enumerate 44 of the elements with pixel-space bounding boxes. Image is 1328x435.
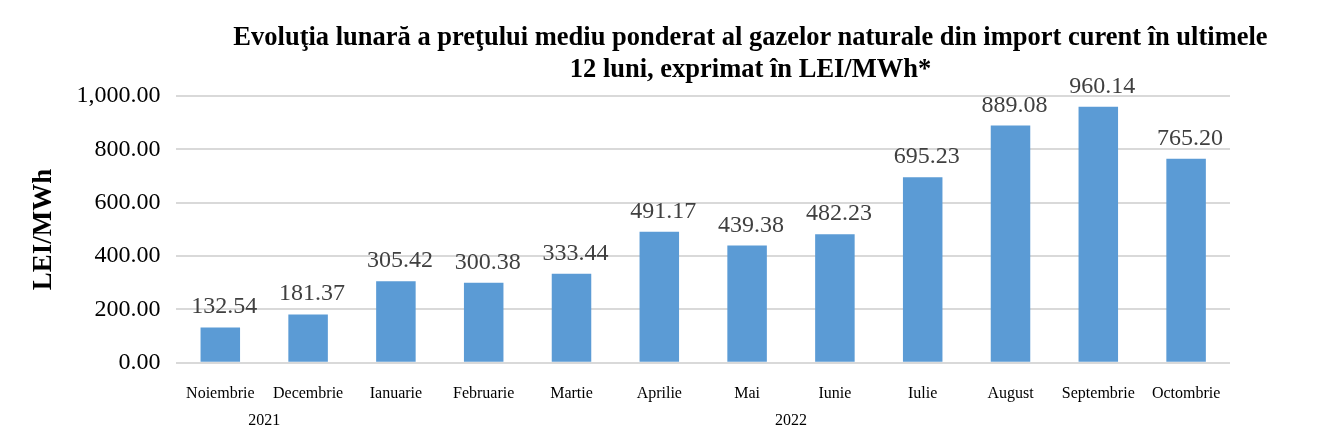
data-label: 300.38 [454,247,521,274]
y-tick-label: 1,000.00 [76,81,161,108]
bar [463,282,504,362]
bar [815,234,855,362]
data-label: 181.37 [279,279,346,306]
bar [639,231,680,362]
y-tick-label: 800.00 [94,134,161,161]
bar [990,125,1031,362]
bar [376,281,416,362]
bar [902,177,943,362]
data-label: 695.23 [893,142,960,169]
x-tick-label: Decembrie [273,383,344,401]
data-label: 765.20 [1157,123,1224,150]
bar [288,314,328,362]
y-tick-label: 600.00 [94,188,161,215]
x-tick-label: Februarie [453,383,515,401]
y-tick-label: 400.00 [94,241,161,268]
data-label: 439.38 [718,210,785,237]
bar [200,327,241,362]
y-tick-label: 200.00 [94,294,161,321]
x-tick-label: Ianuarie [369,383,423,401]
data-label: 132.54 [191,292,258,319]
bar [1166,158,1206,362]
y-axis-title: LEI/MWh [27,168,58,291]
x-tick-label: Septembrie [1061,383,1135,402]
data-label: 491.17 [630,196,697,223]
x-tick-label: Iunie [818,383,852,401]
x-tick-label: Noiembrie [186,383,255,401]
x-tick-label: Martie [550,383,593,401]
text: 2021 [248,411,281,429]
x-tick-label: Octombrie [1151,383,1221,401]
data-label: 889.08 [981,90,1048,117]
x-tick-label: Mai [734,383,761,401]
x-tick-label: Iulie [908,383,938,401]
bar [1078,106,1119,362]
y-tick-label: 0.00 [118,348,161,375]
text: 2022 [775,411,807,429]
bar [551,273,592,362]
bar [727,245,767,362]
data-label: 482.23 [805,199,872,226]
x-tick-label: August [987,383,1035,402]
data-label: 305.42 [366,246,433,273]
x-tick-label: Aprilie [636,383,682,402]
data-label: 333.44 [542,238,609,265]
